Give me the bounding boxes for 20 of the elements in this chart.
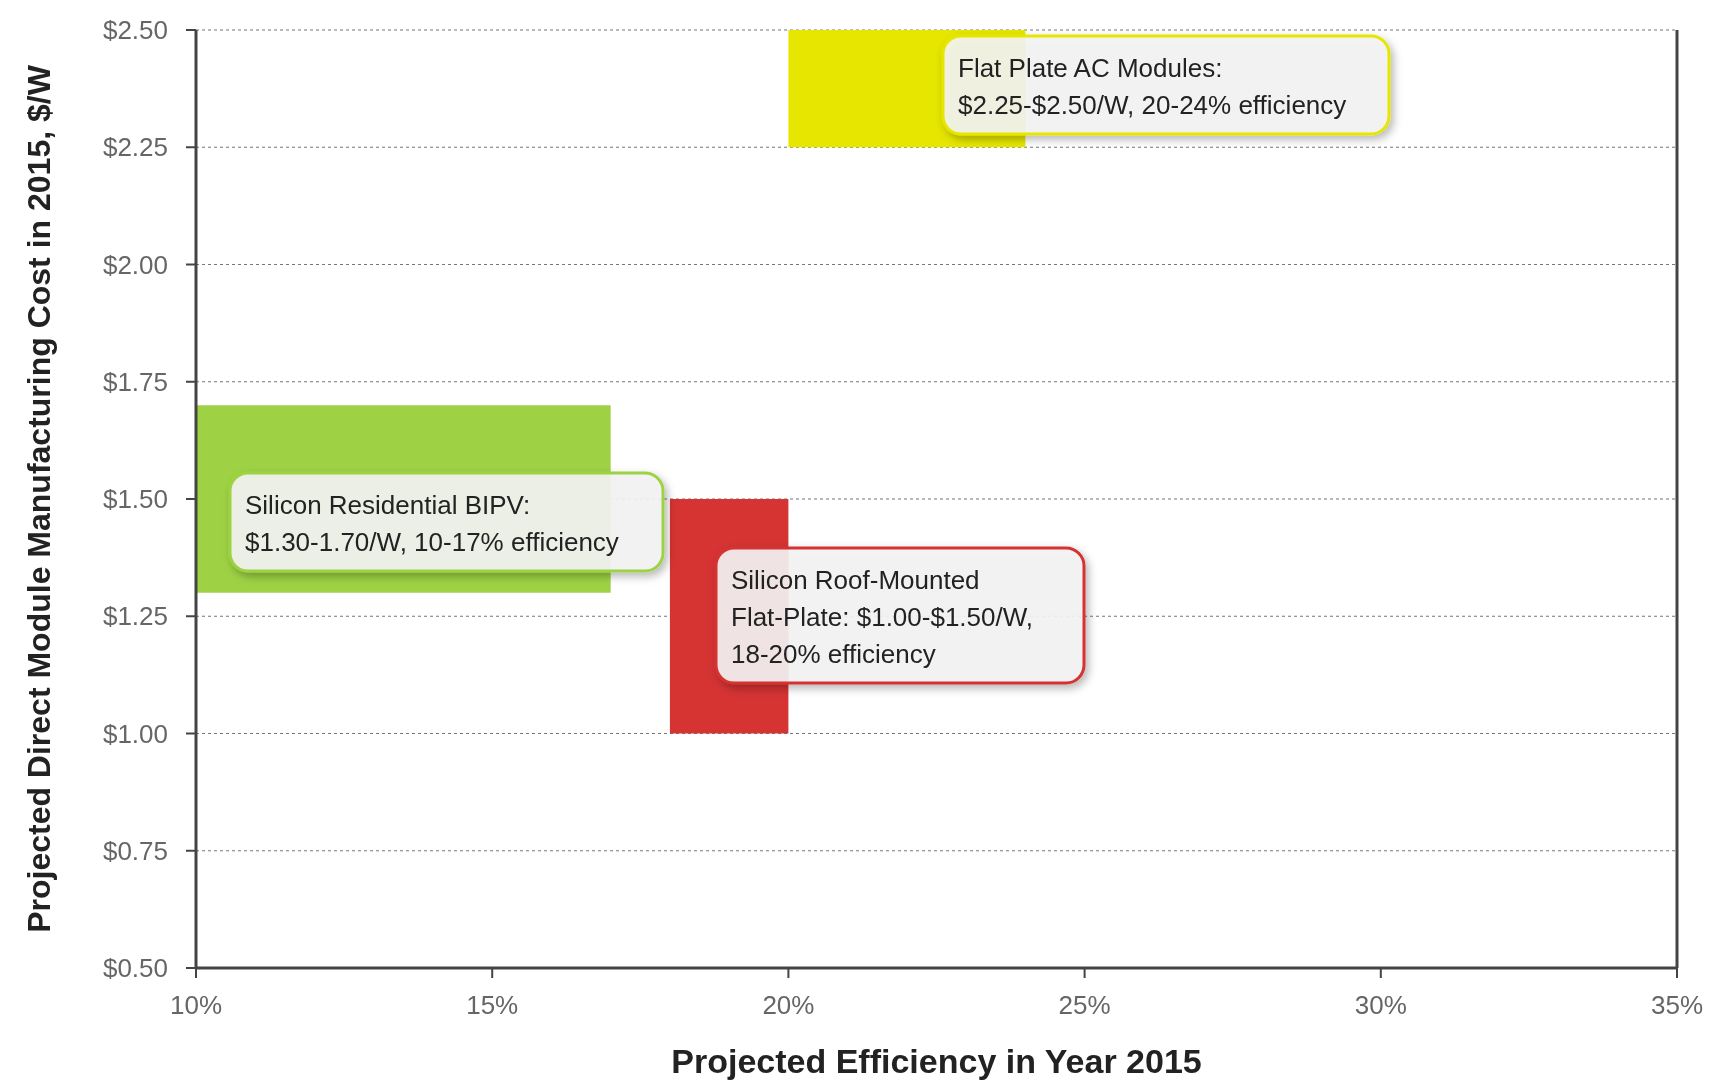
y-axis-title: Projected Direct Module Manufacturing Cost in 2015, $/W xyxy=(21,64,57,933)
y-tick-label: $1.50 xyxy=(102,484,168,515)
x-tick-label: 30% xyxy=(1354,990,1407,1020)
y-tick-label: $2.00 xyxy=(102,249,168,280)
y-tick-label: $0.50 xyxy=(102,953,168,984)
x-tick-label: 20% xyxy=(762,990,815,1020)
annotation: Flat Plate AC Modules: $2.25-$2.50/W, 20-24% efficiency xyxy=(958,53,1347,120)
y-tick-label: $2.50 xyxy=(102,15,168,46)
x-axis-title: Projected Efficiency in Year 2015 xyxy=(671,1042,1202,1080)
x-tick-label: 25% xyxy=(1058,990,1111,1020)
y-tick-label: $1.75 xyxy=(102,366,168,397)
annotation: Silicon Roof-Mounted Flat-Plate: $1.00-$1.50/W, 18-20% efficiency xyxy=(731,565,1034,669)
x-tick-label: 15% xyxy=(466,990,519,1020)
x-tick-label: 35% xyxy=(1650,990,1704,1020)
y-tick-label: $0.75 xyxy=(102,835,168,866)
y-tick-label: $1.00 xyxy=(102,718,168,749)
y-tick-label: $2.25 xyxy=(102,132,168,163)
y-tick-label: $1.25 xyxy=(102,601,168,632)
x-tick-label: 10% xyxy=(169,990,223,1020)
annotation: Silicon Residential BIPV: $1.30-1.70/W, 10-17% efficiency xyxy=(245,490,619,557)
